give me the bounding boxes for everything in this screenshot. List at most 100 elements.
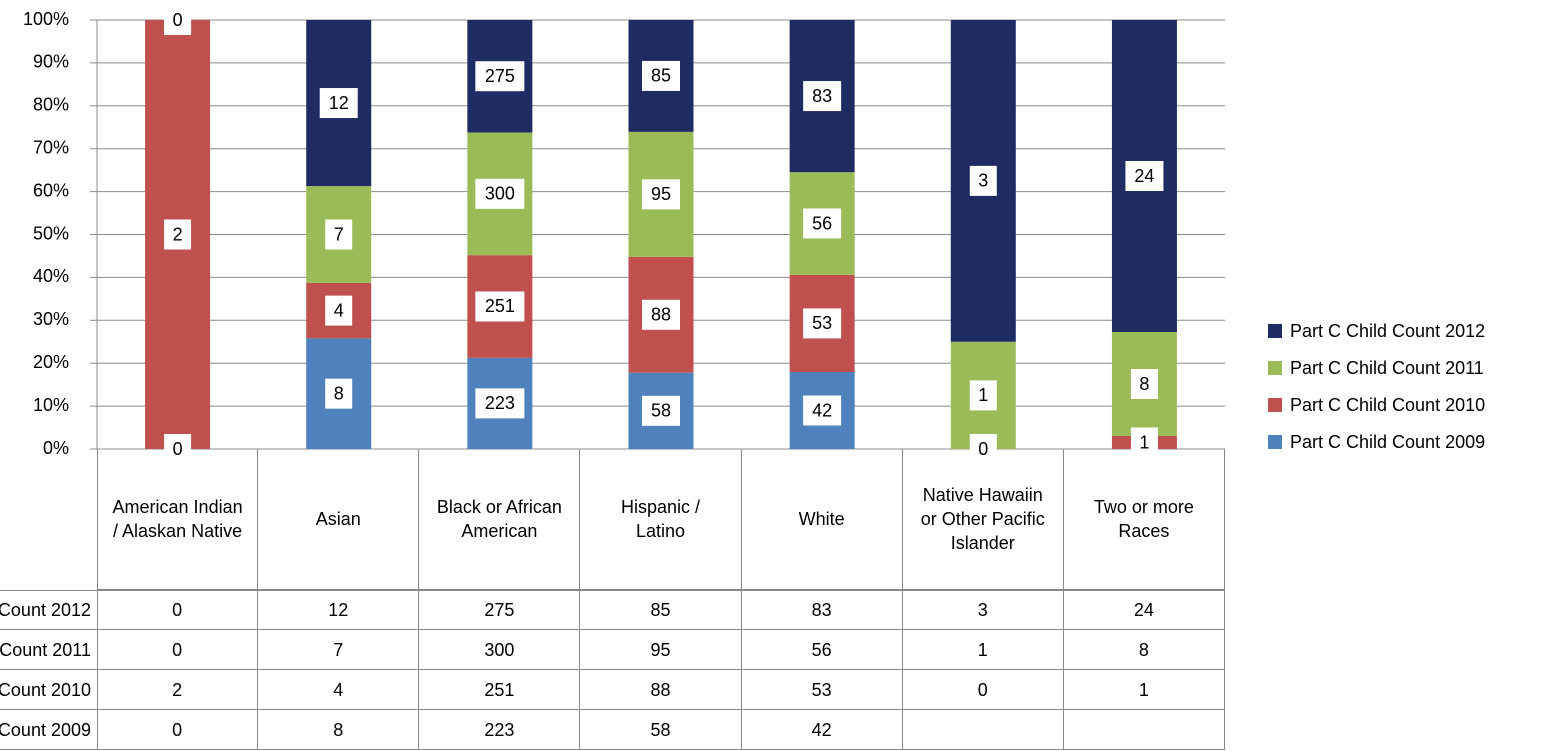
table-cell: 300 bbox=[419, 630, 581, 670]
data-label-box bbox=[969, 434, 997, 464]
data-label-box bbox=[969, 380, 997, 411]
table-cell: 85 bbox=[580, 590, 742, 630]
table-header: Native Hawaiin or Other Pacific Islander bbox=[902, 449, 1064, 590]
data-label: 4 bbox=[334, 300, 344, 320]
data-label: 7 bbox=[334, 224, 344, 244]
table-header: Asian bbox=[258, 449, 420, 590]
data-label: 2 bbox=[173, 224, 183, 244]
data-label-box bbox=[1130, 369, 1158, 399]
table-cell: 8 bbox=[258, 710, 420, 750]
legend-label: Part C Child Count 2009 bbox=[1290, 432, 1485, 452]
table-cell bbox=[1063, 710, 1225, 750]
data-label-box bbox=[164, 434, 192, 464]
table-row-header: Part C Child Count 2009 bbox=[0, 710, 98, 750]
data-label: 8 bbox=[1139, 374, 1149, 394]
table-cell: 2 bbox=[97, 670, 259, 710]
y-tick-label: 80% bbox=[33, 95, 69, 115]
legend-label: Part C Child Count 2010 bbox=[1290, 395, 1485, 415]
data-label-box bbox=[803, 208, 842, 239]
data-label: 24 bbox=[1134, 166, 1154, 186]
data-label: 1 bbox=[1139, 432, 1149, 452]
data-label-box bbox=[1130, 427, 1158, 458]
data-label: 3 bbox=[978, 171, 988, 191]
legend-swatch bbox=[1268, 435, 1282, 449]
legend-label: Part C Child Count 2012 bbox=[1290, 321, 1485, 341]
data-label: 0 bbox=[173, 439, 183, 459]
legend-swatch bbox=[1268, 324, 1282, 338]
data-label: 95 bbox=[651, 184, 671, 204]
data-label-box bbox=[164, 219, 192, 250]
data-label-box bbox=[325, 219, 353, 250]
table-cell: 7 bbox=[258, 630, 420, 670]
table-cell: 24 bbox=[1063, 590, 1225, 630]
data-label-box bbox=[642, 179, 680, 210]
table-header: Two or more Races bbox=[1063, 449, 1225, 590]
y-tick-label: 100% bbox=[23, 9, 69, 29]
table-cell: 12 bbox=[258, 590, 420, 630]
data-label: 56 bbox=[812, 213, 832, 233]
legend-swatch bbox=[1268, 361, 1282, 375]
data-label-box bbox=[164, 5, 192, 35]
table-header: White bbox=[741, 449, 903, 590]
table-row-header: Part C Child Count 2010 bbox=[0, 670, 98, 710]
table-header: Black or African American bbox=[419, 449, 581, 590]
data-label-box bbox=[969, 165, 997, 196]
y-tick-label: 10% bbox=[33, 395, 69, 415]
table-cell: 88 bbox=[580, 670, 742, 710]
data-label: 223 bbox=[485, 393, 515, 413]
data-label-box bbox=[642, 299, 680, 330]
table-cell: 53 bbox=[741, 670, 903, 710]
data-label-box bbox=[475, 178, 525, 209]
table-cell: 1 bbox=[1063, 670, 1225, 710]
data-label-box bbox=[803, 308, 842, 339]
table-cell: 4 bbox=[258, 670, 420, 710]
data-label: 88 bbox=[651, 305, 671, 325]
table-cell: 42 bbox=[741, 710, 903, 750]
table-cell bbox=[902, 710, 1064, 750]
table-header: Hispanic / Latino bbox=[580, 449, 742, 590]
y-tick-label: 20% bbox=[33, 352, 69, 372]
data-label-box bbox=[475, 61, 525, 92]
y-tick-label: 30% bbox=[33, 309, 69, 329]
table-cell: 275 bbox=[419, 590, 581, 630]
data-label-box bbox=[803, 81, 842, 112]
y-tick-label: 90% bbox=[33, 52, 69, 72]
y-tick-label: 40% bbox=[33, 266, 69, 286]
table-row-header: Part C Child Count 2012 bbox=[0, 590, 98, 630]
data-label: 58 bbox=[651, 401, 671, 421]
table-cell: 56 bbox=[741, 630, 903, 670]
data-label-box bbox=[325, 378, 353, 409]
data-label: 42 bbox=[812, 400, 832, 420]
y-tick-label: 50% bbox=[33, 223, 69, 243]
table-header: American Indian / Alaskan Native bbox=[97, 449, 259, 590]
data-label-box bbox=[642, 395, 680, 426]
data-label: 1 bbox=[978, 385, 988, 405]
y-tick-label: 70% bbox=[33, 137, 69, 157]
data-label: 8 bbox=[334, 383, 344, 403]
data-label: 251 bbox=[485, 296, 515, 316]
table-cell: 223 bbox=[419, 710, 581, 750]
table-cell: 58 bbox=[580, 710, 742, 750]
table-cell: 1 bbox=[902, 630, 1064, 670]
data-label: 275 bbox=[485, 66, 515, 86]
table-cell: 8 bbox=[1063, 630, 1225, 670]
data-label-box bbox=[642, 60, 680, 91]
data-label: 0 bbox=[173, 10, 183, 30]
data-label: 300 bbox=[485, 184, 515, 204]
data-label-box bbox=[319, 88, 358, 119]
table-cell: 0 bbox=[97, 710, 259, 750]
y-tick-label: 0% bbox=[43, 438, 69, 458]
data-label: 12 bbox=[329, 93, 349, 113]
table-cell: 251 bbox=[419, 670, 581, 710]
table-row-header: Part C Child Count 2011 bbox=[0, 630, 98, 670]
table-cell: 0 bbox=[97, 630, 259, 670]
data-label-box bbox=[475, 291, 525, 322]
data-label: 83 bbox=[812, 86, 832, 106]
data-label: 0 bbox=[978, 439, 988, 459]
data-label: 85 bbox=[651, 66, 671, 86]
table-cell: 95 bbox=[580, 630, 742, 670]
table-cell: 3 bbox=[902, 590, 1064, 630]
data-label-box bbox=[1125, 161, 1164, 191]
